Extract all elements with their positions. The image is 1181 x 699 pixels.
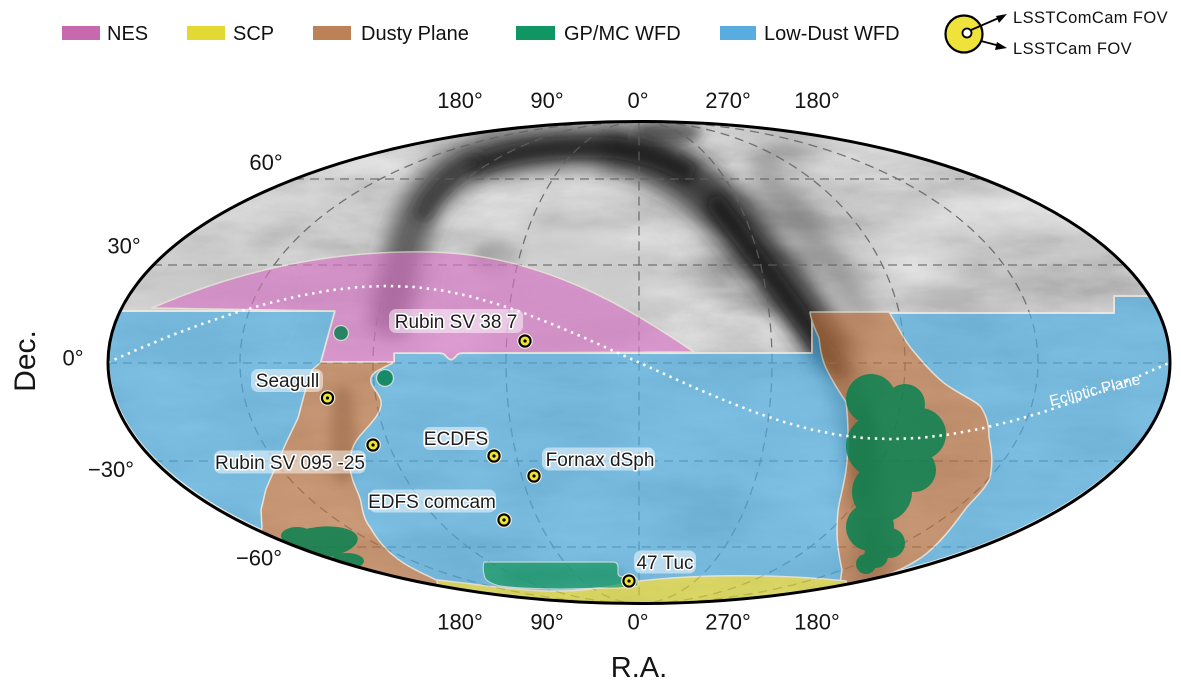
svg-text:0°: 0°	[627, 610, 648, 635]
svg-text:Dec.: Dec.	[9, 330, 42, 392]
svg-text:180°: 180°	[794, 610, 840, 635]
svg-text:R.A.: R.A.	[611, 652, 667, 684]
svg-text:30°: 30°	[107, 234, 140, 259]
svg-text:Seagull: Seagull	[256, 371, 319, 392]
svg-text:ECDFS: ECDFS	[424, 429, 488, 450]
svg-text:270°: 270°	[705, 610, 751, 635]
svg-text:Dusty Plane: Dusty Plane	[361, 23, 469, 45]
svg-text:−30°: −30°	[88, 457, 134, 482]
svg-text:60°: 60°	[249, 150, 282, 175]
svg-text:SCP: SCP	[233, 23, 274, 45]
svg-text:EDFS comcam: EDFS comcam	[368, 492, 496, 513]
svg-text:270°: 270°	[705, 88, 751, 113]
svg-text:90°: 90°	[530, 88, 563, 113]
svg-text:LSSTCam FOV: LSSTCam FOV	[1013, 40, 1132, 58]
svg-text:90°: 90°	[530, 610, 563, 635]
svg-text:180°: 180°	[437, 610, 483, 635]
svg-text:47 Tuc: 47 Tuc	[636, 553, 693, 574]
svg-text:0°: 0°	[62, 346, 83, 371]
svg-text:Fornax dSph: Fornax dSph	[546, 450, 655, 471]
svg-text:0°: 0°	[627, 88, 648, 113]
svg-text:GP/MC WFD: GP/MC WFD	[564, 23, 681, 45]
svg-text:180°: 180°	[437, 88, 483, 113]
svg-text:Low-Dust WFD: Low-Dust WFD	[764, 23, 900, 45]
svg-text:Rubin SV 38 7: Rubin SV 38 7	[395, 312, 518, 333]
svg-text:LSSTComCam FOV: LSSTComCam FOV	[1013, 9, 1168, 27]
svg-text:180°: 180°	[794, 88, 840, 113]
svg-text:Rubin SV 095 -25: Rubin SV 095 -25	[215, 453, 365, 474]
svg-text:−60°: −60°	[236, 546, 282, 571]
svg-text:NES: NES	[107, 23, 148, 45]
